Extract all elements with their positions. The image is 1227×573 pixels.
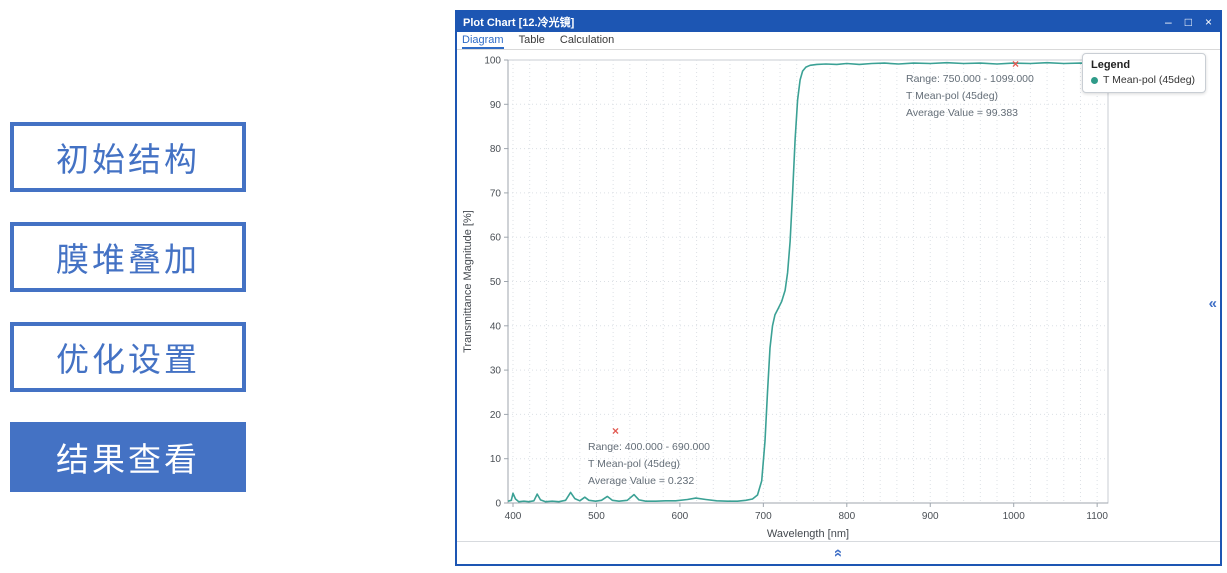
- svg-text:30: 30: [490, 366, 502, 377]
- tab-calculation[interactable]: Calculation: [559, 34, 615, 46]
- annotation-line: Average Value = 99.383: [906, 107, 1018, 119]
- svg-text:40: 40: [490, 321, 502, 332]
- svg-text:600: 600: [672, 511, 689, 522]
- window-title: Plot Chart [12.冷光镜]: [463, 17, 575, 29]
- optimization-settings-button[interactable]: 优化设置: [10, 322, 246, 392]
- legend-entry: T Mean-pol (45deg): [1091, 74, 1195, 86]
- svg-text:50: 50: [490, 277, 502, 288]
- svg-text:Wavelength [nm]: Wavelength [nm]: [767, 528, 849, 540]
- window-titlebar: Plot Chart [12.冷光镜] – □ ×: [457, 12, 1220, 32]
- svg-text:0: 0: [495, 499, 501, 510]
- svg-text:1100: 1100: [1086, 511, 1108, 522]
- tab-diagram[interactable]: Diagram: [462, 34, 504, 49]
- svg-text:100: 100: [484, 56, 501, 67]
- minimize-icon[interactable]: –: [1165, 15, 1172, 29]
- svg-text:Transmittance Magnitude [%]: Transmittance Magnitude [%]: [462, 210, 474, 353]
- svg-text:500: 500: [588, 511, 605, 522]
- close-icon[interactable]: ×: [1204, 15, 1212, 29]
- result-view-button[interactable]: 结果查看: [10, 422, 246, 492]
- plot-canvas: 400 500 600 700 800 900 1000 1100 0 10 20 30 40 50 60 7…: [462, 56, 1109, 540]
- annotation-line: Range: 400.000 - 690.000: [588, 441, 711, 453]
- annotation-line: T Mean-pol (45deg): [906, 90, 999, 102]
- svg-text:700: 700: [755, 511, 772, 522]
- svg-text:20: 20: [490, 410, 502, 421]
- svg-text:400: 400: [505, 511, 522, 522]
- maximize-icon[interactable]: □: [1184, 15, 1192, 29]
- svg-text:10: 10: [490, 454, 502, 465]
- tab-bar: Diagram Table Calculation: [457, 32, 1220, 50]
- plot-chart-window: Plot Chart [12.冷光镜] – □ × Diagram Table …: [455, 10, 1222, 566]
- legend-box: Legend T Mean-pol (45deg): [1082, 53, 1207, 93]
- annotation-high-range[interactable]: × Range: 750.000 - 1099.000 T Mean-pol (…: [906, 57, 1034, 122]
- svg-text:70: 70: [490, 188, 502, 199]
- window-footer: «: [457, 541, 1220, 564]
- initial-structure-button[interactable]: 初始结构: [10, 122, 246, 192]
- svg-text:900: 900: [922, 511, 939, 522]
- chevron-double-left-icon[interactable]: «: [1208, 295, 1217, 312]
- window-controls: – □ ×: [1165, 12, 1212, 32]
- svg-text:800: 800: [838, 511, 855, 522]
- film-stack-overlay-button[interactable]: 膜堆叠加: [10, 222, 246, 292]
- svg-text:80: 80: [490, 144, 502, 155]
- workflow-sidebar: 初始结构 膜堆叠加 优化设置 结果查看: [10, 122, 246, 522]
- series-color-dot-icon: [1091, 76, 1098, 84]
- svg-text:60: 60: [490, 233, 502, 244]
- legend-entry-label: T Mean-pol (45deg): [1103, 74, 1196, 86]
- annotation-line: Average Value = 0.232: [588, 475, 695, 487]
- annotation-low-range[interactable]: × Range: 400.000 - 690.000 T Mean-pol (4…: [588, 424, 711, 490]
- svg-text:1000: 1000: [1003, 511, 1026, 522]
- annotation-line: Range: 750.000 - 1099.000: [906, 73, 1034, 85]
- chart-area: 400 500 600 700 800 900 1000 1100 0 10 20 30 40 50 60 7…: [457, 50, 1220, 541]
- tab-table[interactable]: Table: [518, 34, 545, 46]
- annotation-line: T Mean-pol (45deg): [588, 458, 681, 470]
- svg-text:90: 90: [490, 100, 502, 111]
- chevron-double-up-icon[interactable]: «: [830, 548, 848, 558]
- annotation-marker-icon[interactable]: ×: [1012, 57, 1020, 71]
- legend-title: Legend: [1091, 59, 1131, 71]
- annotation-marker-icon[interactable]: ×: [612, 424, 620, 438]
